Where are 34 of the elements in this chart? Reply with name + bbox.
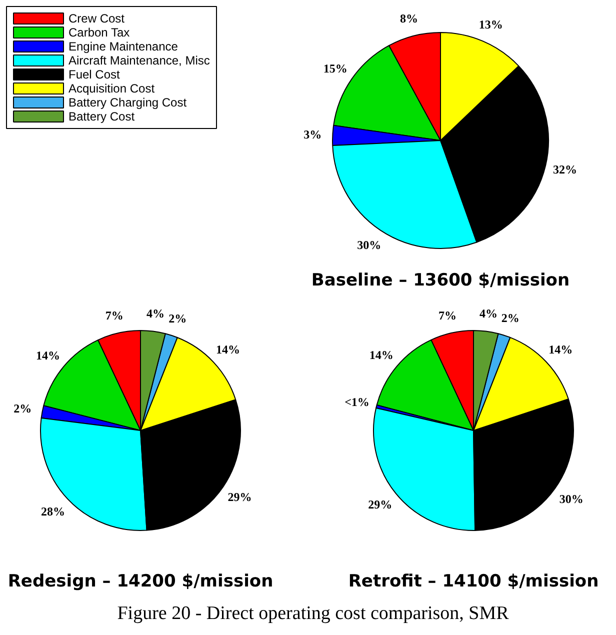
data-label: 14% bbox=[36, 348, 60, 362]
data-label: 4% bbox=[479, 306, 498, 320]
data-label: 14% bbox=[216, 342, 240, 357]
data-label: 3% bbox=[304, 128, 322, 142]
legend-label: Carbon Tax bbox=[68, 26, 130, 40]
data-label: 13% bbox=[478, 18, 503, 32]
legend-label: Battery Cost bbox=[68, 110, 136, 124]
data-label: 2% bbox=[14, 401, 32, 416]
legend-label: Aircraft Maintenance, Misc bbox=[68, 54, 210, 68]
data-label: 8% bbox=[400, 11, 418, 26]
legend-label: Battery Charging Cost bbox=[68, 96, 188, 110]
data-label: 2% bbox=[168, 311, 187, 326]
data-label: 29% bbox=[228, 490, 252, 504]
data-label: 14% bbox=[548, 342, 573, 356]
data-label: 30% bbox=[559, 492, 584, 506]
legend-label: Engine Maintenance bbox=[68, 40, 178, 54]
data-label: 28% bbox=[41, 504, 66, 518]
data-label: 29% bbox=[368, 498, 392, 512]
data-label: 2% bbox=[501, 311, 520, 326]
text: Redesign – 14200 $/mission bbox=[8, 572, 274, 592]
data-label: 30% bbox=[357, 238, 382, 252]
data-label: 7% bbox=[105, 308, 124, 322]
data-label: <1% bbox=[344, 395, 370, 410]
data-label: 15% bbox=[323, 62, 348, 76]
data-label: 32% bbox=[553, 162, 578, 177]
text: Retrofit – 14100 $/mission bbox=[348, 572, 599, 592]
legend-label: Acquisition Cost bbox=[68, 82, 156, 96]
legend-label: Crew Cost bbox=[68, 12, 126, 26]
text: Baseline – 13600 $/mission bbox=[311, 270, 570, 290]
data-label: 4% bbox=[146, 306, 165, 320]
legend-label: Fuel Cost bbox=[68, 68, 121, 82]
caption: Figure 20 - Direct operating cost comparison, SMR bbox=[117, 602, 509, 626]
data-label: 7% bbox=[438, 308, 456, 322]
data-label: 14% bbox=[369, 348, 394, 362]
